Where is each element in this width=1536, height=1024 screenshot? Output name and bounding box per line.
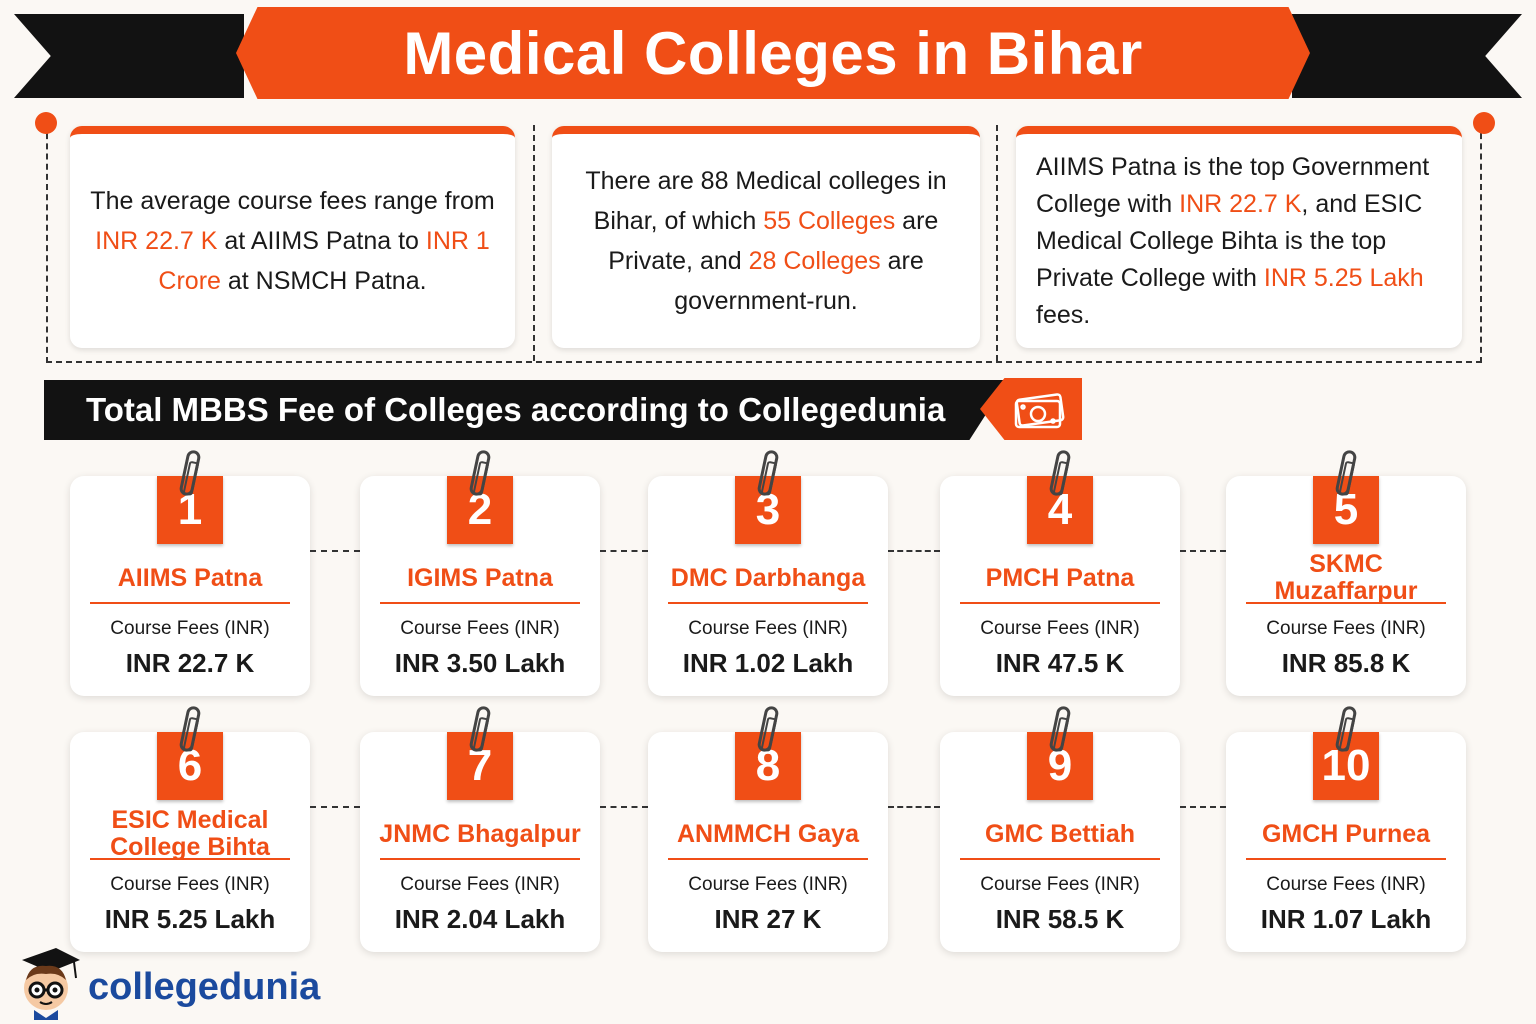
- frame-dot-right: [1473, 112, 1495, 134]
- highlight-value: INR 1 Crore: [158, 227, 490, 295]
- title-banner: Medical Colleges in Bihar: [236, 7, 1310, 99]
- college-name: SKMC Muzaffarpur: [1274, 550, 1418, 605]
- info-text-segment: The average course fees range from: [90, 187, 495, 215]
- fee-value: INR 1.02 Lakh: [682, 648, 854, 678]
- money-badge: [980, 378, 1082, 440]
- info-text-segment: fees.: [1036, 300, 1091, 329]
- fee-label: Course Fees (INR): [110, 874, 270, 895]
- card-divider: [960, 858, 1160, 860]
- info-card-top: AIIMS Patna is the top Government Colleg…: [1016, 126, 1462, 348]
- info-text-segment: , and ESIC Medical College Bihta is the …: [1036, 189, 1423, 292]
- college-name: JNMC Bhagalpur: [379, 819, 581, 848]
- info-card-text: The average course fees range from INR 2…: [90, 181, 495, 301]
- rank-badge: 8: [735, 732, 801, 800]
- fee-value: INR 5.25 Lakh: [104, 904, 276, 934]
- fee-value: INR 27 K: [714, 904, 822, 934]
- college-card: 4 PMCH Patna Course Fees (INR) INR 47.5 K: [940, 449, 1180, 696]
- info-text-segment: at AIIMS Patna to: [217, 227, 426, 255]
- college-name: IGIMS Patna: [407, 563, 553, 592]
- info-text-segment: AIIMS Patna is the top Government Colleg…: [1036, 152, 1430, 218]
- fee-label: Course Fees (INR): [1266, 874, 1426, 895]
- fee-value: INR 2.04 Lakh: [394, 904, 566, 934]
- highlight-value: INR 22.7 K: [95, 227, 218, 255]
- card-divider: [668, 858, 868, 860]
- info-text-segment: at NSMCH Patna.: [220, 267, 427, 295]
- info-text-segment: are government-run.: [674, 247, 924, 315]
- college-card: 8 ANMMCH Gaya Course Fees (INR) INR 27 K: [648, 705, 888, 952]
- card-connector: [310, 550, 360, 552]
- money-icon: [1014, 393, 1065, 429]
- college-card: 9 GMC Bettiah Course Fees (INR) INR 58.5 K: [940, 705, 1180, 952]
- college-card: 3 DMC Darbhanga Course Fees (INR) INR 1.02 …: [648, 449, 888, 696]
- info-card-count: There are 88 Medical colleges in Bihar, …: [552, 126, 980, 348]
- card-connector: [888, 806, 940, 808]
- college-name: PMCH Patna: [985, 563, 1135, 592]
- info-separator: [533, 125, 535, 361]
- card-connector: [310, 806, 360, 808]
- mascot-icon: [22, 948, 80, 1020]
- college-card: 10 GMCH Purnea Course Fees (INR) INR 1.07 L…: [1226, 705, 1466, 952]
- collegedunia-logo: collegedunia: [16, 944, 336, 1020]
- fee-value: INR 47.5 K: [995, 648, 1125, 678]
- college-card: 5 SKMC Muzaffarpur Course Fees (INR) INR 85…: [1226, 449, 1466, 696]
- info-text-segment: There are 88 Medical colleges in Bihar, …: [585, 167, 947, 235]
- info-frame: [46, 123, 1482, 363]
- frame-dot-left: [35, 112, 57, 134]
- info-separator: [996, 125, 998, 361]
- college-card: 2 IGIMS Patna Course Fees (INR) INR 3.50 La…: [360, 449, 600, 696]
- fee-label: Course Fees (INR): [688, 618, 848, 639]
- fee-value: INR 85.8 K: [1281, 648, 1411, 678]
- fee-value: INR 22.7 K: [125, 648, 255, 678]
- ribbon-left-decoration: [14, 14, 244, 98]
- college-name: ANMMCH Gaya: [677, 819, 859, 848]
- fee-label: Course Fees (INR): [688, 874, 848, 895]
- highlight-value: 55 Colleges: [763, 207, 896, 235]
- info-card-text: There are 88 Medical colleges in Bihar, …: [572, 161, 960, 321]
- college-name: AIIMS Patna: [117, 563, 263, 592]
- card-divider: [380, 858, 580, 860]
- card-divider: [1246, 858, 1446, 860]
- page-title: Medical Colleges in Bihar: [403, 19, 1143, 87]
- college-name: GMCH Purnea: [1261, 819, 1431, 848]
- card-connector: [600, 550, 648, 552]
- card-connector: [1180, 806, 1226, 808]
- info-text-segment: are Private, and: [608, 207, 939, 275]
- college-card: 6 ESIC Medical College Bihta Course Fees (…: [70, 705, 310, 952]
- college-name: DMC Darbhanga: [670, 563, 866, 592]
- fee-label: Course Fees (INR): [1266, 618, 1426, 639]
- info-card-fees: The average course fees range from INR 2…: [70, 126, 515, 348]
- logo-text: collegedunia: [88, 966, 321, 1008]
- section-heading-bar: Total MBBS Fee of Colleges according to …: [44, 380, 1008, 440]
- highlight-value: INR 22.7 K: [1179, 189, 1302, 218]
- college-name: GMC Bettiah: [985, 819, 1135, 848]
- card-divider: [668, 602, 868, 604]
- fee-label: Course Fees (INR): [980, 618, 1140, 639]
- ribbon-right-decoration: [1292, 14, 1522, 98]
- info-card-text: AIIMS Patna is the top Government Colleg…: [1036, 149, 1442, 334]
- card-divider: [380, 602, 580, 604]
- fee-label: Course Fees (INR): [980, 874, 1140, 895]
- card-connector: [1180, 550, 1226, 552]
- card-divider: [960, 602, 1160, 604]
- section-heading: Total MBBS Fee of Colleges according to …: [86, 391, 946, 428]
- card-divider: [90, 602, 290, 604]
- highlight-value: 28 Colleges: [748, 247, 881, 275]
- card-connector: [600, 806, 648, 808]
- fee-label: Course Fees (INR): [400, 618, 560, 639]
- college-card: 1 AIIMS Patna Course Fees (INR) INR 22.7 K: [70, 449, 310, 696]
- fee-value: INR 1.07 Lakh: [1260, 904, 1432, 934]
- highlight-value: INR 5.25 Lakh: [1263, 263, 1424, 292]
- fee-value: INR 58.5 K: [995, 904, 1125, 934]
- card-divider: [1246, 602, 1446, 604]
- fee-value: INR 3.50 Lakh: [394, 648, 566, 678]
- college-name: ESIC Medical College Bihta: [110, 806, 270, 861]
- fee-label: Course Fees (INR): [400, 874, 560, 895]
- card-connector: [888, 550, 940, 552]
- college-card: 7 JNMC Bhagalpur Course Fees (INR) INR 2.04…: [360, 705, 600, 952]
- fee-label: Course Fees (INR): [110, 618, 270, 639]
- card-divider: [90, 858, 290, 860]
